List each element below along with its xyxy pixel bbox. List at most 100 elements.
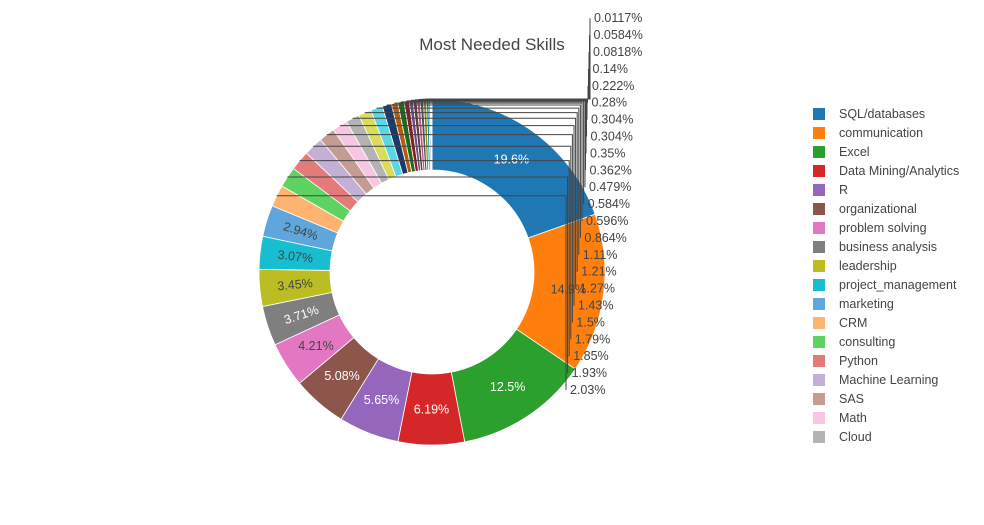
slice-label-15: 1.5% <box>576 315 605 329</box>
legend-swatch <box>813 184 825 196</box>
leader-line-30 <box>429 68 589 100</box>
leader-line-29 <box>427 85 589 100</box>
legend-item-marketing[interactable]: marketing <box>813 297 894 311</box>
legend-label: business analysis <box>839 240 937 254</box>
slice-label-16: 1.43% <box>578 299 613 313</box>
slice-label-17: 1.27% <box>580 282 615 296</box>
slice-sql-databases[interactable] <box>431 98 596 239</box>
legend-swatch <box>813 146 825 158</box>
legend-swatch <box>813 260 825 272</box>
leader-line-15 <box>326 134 573 323</box>
slice-label-4: 5.65% <box>364 393 399 407</box>
slice-label-9: 3.07% <box>277 248 314 266</box>
legend-item-leadership[interactable]: leadership <box>813 259 897 273</box>
legend-swatch <box>813 374 825 386</box>
leader-line-20 <box>386 104 581 238</box>
legend-swatch <box>813 412 825 424</box>
legend-item-data-mining-analytics[interactable]: Data Mining/Analytics <box>813 164 959 178</box>
slice-label-11: 2.03% <box>570 383 605 397</box>
leader-line-13 <box>299 160 570 357</box>
leader-line-11 <box>276 195 567 390</box>
legend-item-communication[interactable]: communication <box>813 126 923 140</box>
legend-label: leadership <box>839 259 897 273</box>
legend-swatch <box>813 431 825 443</box>
legend-swatch <box>813 222 825 234</box>
legend-label: SQL/databases <box>839 107 925 121</box>
legend-label: communication <box>839 126 923 140</box>
slice-label-20: 0.864% <box>584 231 626 245</box>
legend-swatch <box>813 108 825 120</box>
legend-item-cloud[interactable]: Cloud <box>813 430 872 444</box>
legend-swatch <box>813 127 825 139</box>
slice-label-6: 4.21% <box>298 339 333 353</box>
legend-swatch <box>813 317 825 329</box>
leader-line-17 <box>352 117 577 289</box>
legend-swatch <box>813 203 825 215</box>
leader-line-12 <box>287 176 569 374</box>
legend-label: organizational <box>839 202 917 216</box>
leader-line-16 <box>339 125 575 306</box>
legend-swatch <box>813 165 825 177</box>
leader-line-31 <box>430 52 590 100</box>
slice-label-31: 0.0818% <box>593 45 642 59</box>
legend-item-sas[interactable]: SAS <box>813 392 864 406</box>
legend-item-consulting[interactable]: consulting <box>813 335 895 349</box>
slice-label-25: 0.35% <box>590 146 625 160</box>
slice-label-32: 0.0584% <box>594 28 643 42</box>
slice-label-23: 0.479% <box>589 180 631 194</box>
slice-label-3: 6.19% <box>414 402 449 416</box>
slice-label-33: 0.0117% <box>594 11 642 25</box>
legend-label: Cloud <box>839 430 872 444</box>
slice-label-14: 1.79% <box>575 332 610 346</box>
legend-label: Math <box>839 411 867 425</box>
slice-label-26: 0.304% <box>591 130 633 144</box>
legend-label: SAS <box>839 392 864 406</box>
slices-group <box>258 98 606 446</box>
legend-swatch <box>813 241 825 253</box>
legend-label: problem solving <box>839 221 927 235</box>
legend-item-r[interactable]: R <box>813 183 848 197</box>
legend-item-organizational[interactable]: organizational <box>813 202 917 216</box>
legend-label: Python <box>839 354 878 368</box>
slice-label-8: 3.45% <box>277 276 314 293</box>
slice-label-0: 19.6% <box>494 153 529 167</box>
slice-label-27: 0.304% <box>591 113 633 127</box>
slice-label-29: 0.222% <box>592 79 634 93</box>
slice-label-22: 0.584% <box>588 197 630 211</box>
slice-label-28: 0.28% <box>592 96 627 110</box>
legend-swatch <box>813 393 825 405</box>
legend-label: project_management <box>839 278 957 292</box>
legend-item-project-management[interactable]: project_management <box>813 278 957 292</box>
outside-labels-group: 2.03% 1.93% 1.85% 1.79% 1.5% 1.43% 1.27% 1.21% 1… <box>276 11 643 397</box>
slice-label-21: 0.596% <box>586 214 628 228</box>
leader-line-14 <box>313 145 572 340</box>
legend-swatch <box>813 298 825 310</box>
legend-item-sql-databases[interactable]: SQL/databases <box>813 107 925 121</box>
slice-label-5: 5.08% <box>324 369 359 383</box>
slice-label-19: 1.11% <box>583 248 618 262</box>
legend-item-problem-solving[interactable]: problem solving <box>813 221 927 235</box>
slice-label-2: 12.5% <box>490 380 525 394</box>
slice-label-30: 0.14% <box>593 62 628 76</box>
slice-label-18: 1.21% <box>581 265 616 279</box>
legend-swatch <box>813 279 825 291</box>
slice-label-13: 1.85% <box>573 349 608 363</box>
legend-label: Machine Learning <box>839 373 938 387</box>
legend-swatch <box>813 355 825 367</box>
chart-title: Most Needed Skills <box>419 35 565 54</box>
slice-label-1: 14.9% <box>551 283 586 297</box>
legend-item-crm[interactable]: CRM <box>813 316 867 330</box>
slice-label-12: 1.93% <box>572 366 607 380</box>
leader-line-18 <box>364 112 578 272</box>
leader-line-21 <box>394 102 583 221</box>
legend-item-math[interactable]: Math <box>813 411 867 425</box>
legend-item-excel[interactable]: Excel <box>813 145 870 159</box>
legend-item-machine-learning[interactable]: Machine Learning <box>813 373 938 387</box>
slice-label-24: 0.362% <box>590 163 632 177</box>
legend-item-python[interactable]: Python <box>813 354 878 368</box>
leader-line-33 <box>431 18 591 100</box>
legend-item-business-analysis[interactable]: business analysis <box>813 240 937 254</box>
legend-label: R <box>839 183 848 197</box>
legend: SQL/databases communication Excel Data Mini… <box>813 107 959 444</box>
